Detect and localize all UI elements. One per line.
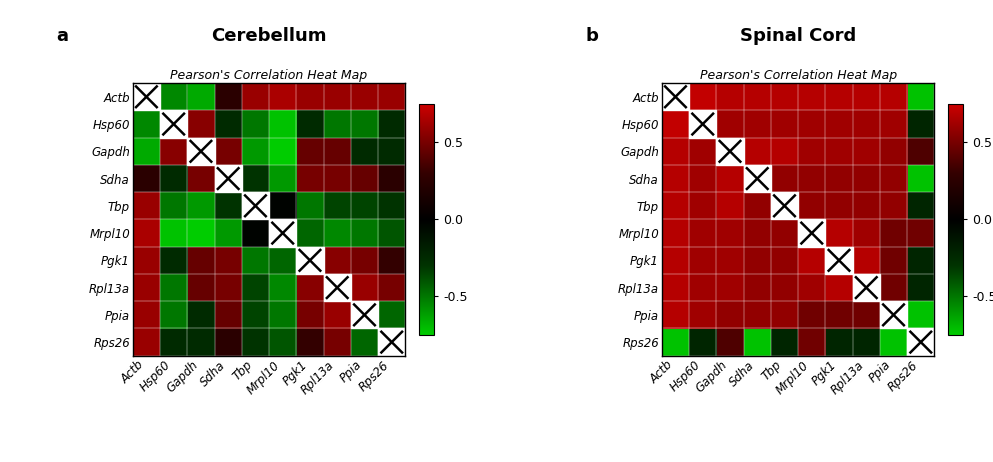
Text: b: b xyxy=(586,27,599,45)
Bar xyxy=(160,110,188,138)
Bar xyxy=(880,301,908,328)
Bar xyxy=(133,83,160,110)
Bar xyxy=(853,274,880,301)
Bar xyxy=(689,110,716,138)
Bar xyxy=(661,83,689,110)
Bar xyxy=(798,219,825,247)
Bar xyxy=(771,192,798,219)
Bar xyxy=(296,247,324,274)
Bar xyxy=(214,165,242,192)
Bar xyxy=(825,247,853,274)
Text: Cerebellum: Cerebellum xyxy=(212,27,327,45)
Text: a: a xyxy=(57,27,69,45)
Bar xyxy=(324,274,351,301)
Text: Spinal Cord: Spinal Cord xyxy=(740,27,856,45)
Bar xyxy=(378,328,405,356)
Bar xyxy=(188,138,214,165)
Title: Pearson's Correlation Heat Map: Pearson's Correlation Heat Map xyxy=(699,69,897,82)
Bar xyxy=(269,219,296,247)
Bar xyxy=(351,301,378,328)
Title: Pearson's Correlation Heat Map: Pearson's Correlation Heat Map xyxy=(171,69,367,82)
Bar xyxy=(744,165,771,192)
Bar xyxy=(716,138,744,165)
Bar xyxy=(242,192,269,219)
Bar xyxy=(908,328,934,356)
